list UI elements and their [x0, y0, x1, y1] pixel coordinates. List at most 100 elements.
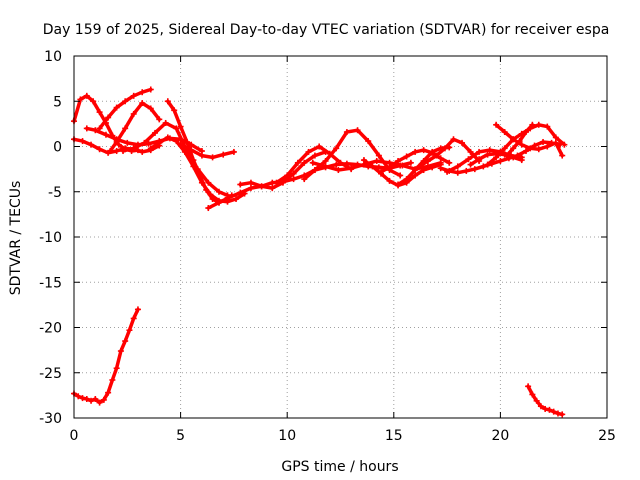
data-point [437, 155, 444, 162]
data-point [501, 129, 508, 136]
x-tick-label: 10 [278, 428, 296, 444]
data-point [333, 161, 340, 168]
data-point [173, 125, 180, 132]
data-point [147, 86, 154, 93]
data-point [247, 179, 254, 186]
data-point [130, 92, 137, 99]
data-point [480, 163, 487, 170]
series-arc-06 [120, 119, 231, 199]
data-point [205, 205, 212, 212]
data-point [420, 167, 427, 174]
y-tick-label: -30 [39, 411, 62, 427]
data-point [220, 151, 227, 158]
data-point [100, 396, 107, 403]
data-point [444, 168, 451, 175]
data-point [463, 167, 470, 174]
data-point [284, 172, 291, 179]
data-point [96, 399, 103, 406]
data-point [416, 163, 423, 170]
data-point [177, 141, 184, 148]
data-point [237, 189, 244, 196]
data-point [540, 138, 547, 145]
series-arc-23 [493, 121, 566, 159]
data-point [102, 131, 109, 138]
data-point [503, 152, 510, 159]
data-point [459, 139, 466, 146]
x-tick-label: 25 [598, 428, 616, 444]
data-point [510, 154, 517, 161]
data-point [113, 104, 120, 111]
data-point [403, 153, 410, 160]
data-point [316, 143, 323, 150]
series-arc-07 [164, 98, 235, 206]
data-point [535, 121, 542, 128]
data-point [429, 164, 436, 171]
axis-ticks [73, 55, 608, 419]
grid [74, 56, 607, 418]
data-point [467, 161, 474, 168]
data-point [198, 152, 205, 159]
y-tick-label: -5 [48, 185, 62, 201]
data-point [92, 395, 99, 402]
data-point [360, 157, 367, 164]
data-point [516, 138, 523, 145]
data-point [77, 96, 84, 103]
data-point [476, 148, 483, 155]
data-point [375, 164, 382, 171]
data-point [269, 185, 276, 192]
data-point [233, 195, 240, 202]
data-point [471, 166, 478, 173]
data-point [533, 397, 540, 404]
data-point [522, 129, 529, 136]
data-series [71, 86, 568, 418]
data-point [420, 147, 427, 154]
data-point [183, 138, 190, 145]
data-point [467, 148, 474, 155]
data-point [177, 123, 184, 130]
data-point [120, 148, 127, 155]
y-axis-title: SDTVAR / TECUs [8, 181, 24, 296]
data-point [559, 411, 566, 418]
data-point [454, 169, 461, 176]
data-point [152, 129, 159, 136]
x-tick-label: 20 [491, 428, 509, 444]
data-point [412, 148, 419, 155]
data-point [105, 114, 112, 121]
data-point [559, 152, 566, 159]
data-point [173, 138, 180, 145]
data-point [424, 157, 431, 164]
y-tick-label: 10 [44, 49, 62, 65]
data-point [510, 145, 517, 152]
data-point [544, 143, 551, 150]
data-point [397, 172, 404, 179]
chart-title: Day 159 of 2025, Sidereal Day-to-day VTE… [43, 22, 610, 38]
data-point [258, 183, 265, 190]
y-tick-label: 0 [53, 140, 62, 156]
data-point [529, 391, 536, 398]
data-point [181, 148, 188, 155]
data-point [552, 134, 559, 141]
data-point [441, 145, 448, 152]
series-arc-21 [467, 150, 525, 168]
data-point [117, 348, 124, 355]
data-point [215, 199, 222, 206]
y-tick-label: 5 [53, 94, 62, 110]
data-point [375, 152, 382, 159]
data-point [273, 179, 280, 186]
data-point [510, 136, 517, 143]
data-point [75, 393, 82, 400]
data-point [290, 176, 297, 183]
data-point [497, 157, 504, 164]
data-point [207, 191, 214, 198]
data-point [122, 98, 129, 105]
data-point [522, 148, 529, 155]
y-tick-label: -20 [39, 321, 62, 337]
data-point [122, 125, 129, 132]
data-point [309, 159, 316, 166]
x-tick-label: 15 [385, 428, 403, 444]
data-point [550, 408, 557, 415]
x-tick-label: 0 [70, 428, 79, 444]
data-point [465, 156, 472, 163]
data-point [337, 159, 344, 166]
data-point [542, 405, 549, 412]
